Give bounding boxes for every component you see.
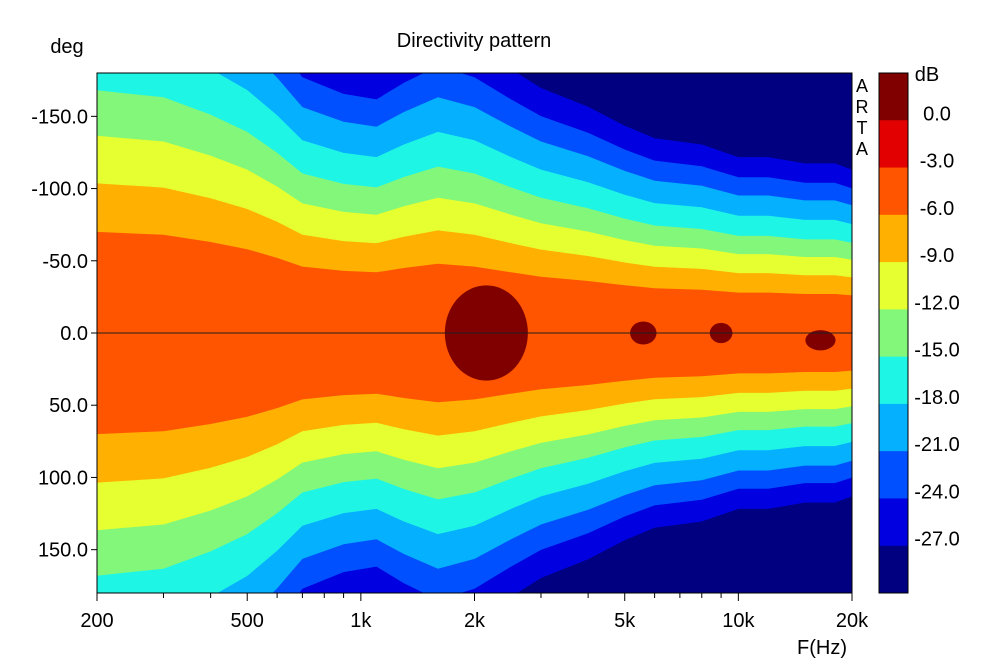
colorbar-swatch	[879, 309, 908, 358]
colorbar-label: -6.0	[920, 198, 954, 220]
x-axis-ticks: 200 500 1k 2k 5k 10k 20k	[80, 593, 869, 632]
colorbar-label: -9.0	[920, 245, 954, 267]
colorbar: 0.0 -3.0 -6.0 -9.0 -12.0 -15.0 -18.0 -21.0 -24.0…	[878, 72, 960, 594]
x-tick-label: 500	[231, 610, 264, 632]
colorbar-label: -21.0	[914, 434, 960, 456]
plot-area	[97, 73, 852, 593]
arta-letter: T	[857, 118, 868, 138]
colorbar-label: -3.0	[920, 151, 954, 173]
colorbar-swatch	[879, 451, 908, 499]
colorbar-frame	[878, 72, 909, 594]
y-tick-label: -100.0	[31, 179, 88, 201]
x-tick-label: 5k	[614, 610, 636, 632]
colorbar-label: -27.0	[914, 529, 960, 551]
colorbar-label: -18.0	[914, 387, 960, 409]
x-tick-label: 200	[80, 610, 113, 632]
colorbar-swatch	[879, 262, 908, 310]
colorbar-label: -12.0	[914, 292, 960, 314]
colorbar-label: -24.0	[914, 481, 960, 503]
y-tick-label: 0.0	[60, 323, 88, 345]
y-axis-label: deg	[50, 36, 83, 58]
arta-letter: R	[856, 97, 869, 117]
x-axis-label: F(Hz)	[797, 637, 847, 659]
y-tick-label: 150.0	[38, 540, 88, 562]
colorbar-swatch	[879, 120, 908, 169]
colorbar-swatch	[879, 167, 908, 216]
y-axis-ticks: -150.0 -100.0 -50.0 0.0 50.0 100.0 150.0	[31, 106, 97, 562]
y-tick-label: -150.0	[31, 106, 88, 128]
colorbar-swatch	[879, 356, 908, 405]
colorbar-swatch	[879, 73, 908, 121]
arta-letter: A	[856, 139, 868, 159]
colorbar-swatch	[879, 498, 908, 547]
x-tick-label: 20k	[836, 610, 869, 632]
colorbar-swatch	[879, 214, 908, 263]
x-tick-label: 1k	[350, 610, 372, 632]
chart-title: Directivity pattern	[397, 30, 552, 52]
arta-letter: A	[856, 76, 868, 96]
colorbar-swatch	[879, 403, 908, 452]
colorbar-swatch	[879, 545, 908, 594]
x-tick-label: 10k	[722, 610, 755, 632]
colorbar-label: 0.0	[923, 103, 951, 125]
y-tick-label: -50.0	[42, 251, 88, 273]
y-tick-label: 50.0	[49, 395, 88, 417]
colorbar-label: -15.0	[914, 340, 960, 362]
x-tick-label: 2k	[464, 610, 486, 632]
colorbar-unit: dB	[915, 64, 939, 86]
band-0-region-3	[805, 330, 836, 351]
y-tick-label: 100.0	[38, 467, 88, 489]
